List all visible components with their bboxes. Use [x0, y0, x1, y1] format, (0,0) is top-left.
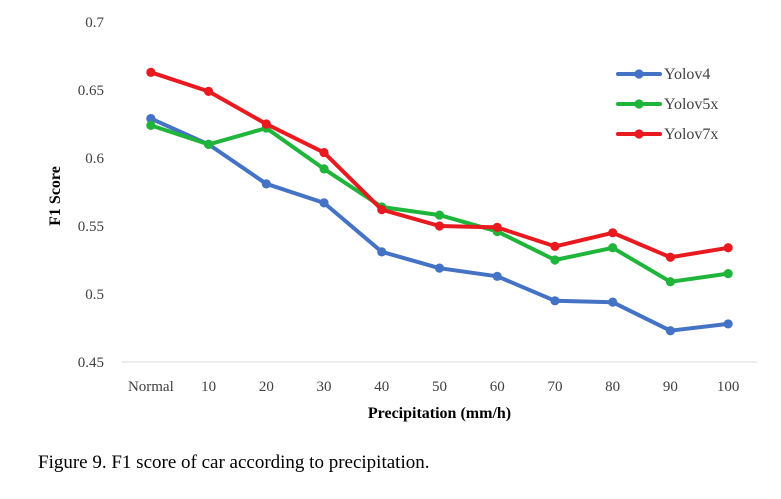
data-point	[492, 222, 502, 232]
line-chart: 0.45 0.5 0.55 0.6 0.65 0.7 Normal 10 20 30 40 50 60…	[47, 15, 757, 422]
x-tick-label: 80	[605, 379, 620, 395]
data-point	[319, 164, 329, 174]
x-tick-label: 100	[717, 379, 740, 395]
legend: Yolov4 Yolov5x Yolov7x	[616, 66, 718, 143]
y-tick-label: 0.65	[78, 83, 104, 99]
data-point	[665, 326, 676, 336]
data-point	[146, 67, 156, 77]
data-point	[550, 296, 560, 306]
y-tick-label: 0.45	[78, 355, 104, 371]
data-point	[550, 255, 560, 265]
x-tick-label: 10	[201, 379, 216, 395]
data-point	[261, 179, 271, 189]
figure-caption: Figure 9. F1 score of car according to p…	[38, 452, 430, 473]
legend-label: Yolov7x	[664, 126, 718, 143]
x-tick-label: 70	[547, 379, 562, 395]
data-point	[434, 263, 445, 273]
x-tick-label: Normal	[128, 379, 174, 395]
x-axis-ticks: Normal 10 20 30 40 50 60 70 80 90 100	[128, 379, 739, 395]
data-point	[261, 119, 271, 129]
data-point	[492, 271, 502, 281]
series-yolov7x	[146, 67, 733, 262]
x-tick-label: 20	[259, 379, 274, 395]
data-point	[319, 198, 329, 208]
data-point	[665, 277, 676, 287]
x-tick-label: 90	[663, 379, 678, 395]
x-tick-label: 60	[490, 379, 505, 395]
y-tick-label: 0.7	[85, 15, 104, 31]
y-tick-label: 0.55	[78, 219, 104, 235]
data-point	[665, 252, 676, 262]
data-point	[203, 86, 214, 96]
data-point	[608, 228, 618, 238]
data-point	[146, 113, 156, 124]
data-point	[434, 210, 445, 220]
data-point	[723, 319, 733, 329]
legend-marker	[634, 129, 644, 139]
y-tick-label: 0.6	[85, 151, 104, 167]
data-point	[608, 243, 618, 253]
data-point	[723, 269, 733, 279]
data-point	[608, 297, 618, 307]
x-tick-label: 50	[432, 379, 447, 395]
y-axis-title: F1 Score	[47, 166, 64, 226]
data-point	[377, 247, 387, 257]
data-point	[434, 221, 445, 231]
legend-item: Yolov4	[616, 66, 710, 83]
data-point	[377, 205, 387, 215]
x-axis-title: Precipitation (mm/h)	[368, 405, 511, 422]
legend-label: Yolov5x	[664, 96, 718, 113]
data-point	[203, 139, 214, 149]
y-axis-ticks: 0.45 0.5 0.55 0.6 0.65 0.7	[78, 15, 105, 371]
series-yolov5x	[146, 120, 733, 287]
legend-item: Yolov7x	[616, 126, 718, 143]
y-tick-label: 0.5	[85, 287, 104, 303]
data-point	[146, 120, 156, 130]
series-group	[146, 67, 733, 336]
legend-marker	[634, 99, 644, 109]
data-point	[319, 147, 329, 158]
legend-marker	[634, 69, 644, 79]
data-point	[550, 241, 560, 251]
data-point	[723, 243, 733, 253]
legend-label: Yolov4	[664, 66, 710, 83]
legend-item: Yolov5x	[616, 96, 718, 113]
x-tick-label: 30	[317, 379, 332, 395]
x-tick-label: 40	[374, 379, 389, 395]
series-line	[148, 123, 731, 284]
